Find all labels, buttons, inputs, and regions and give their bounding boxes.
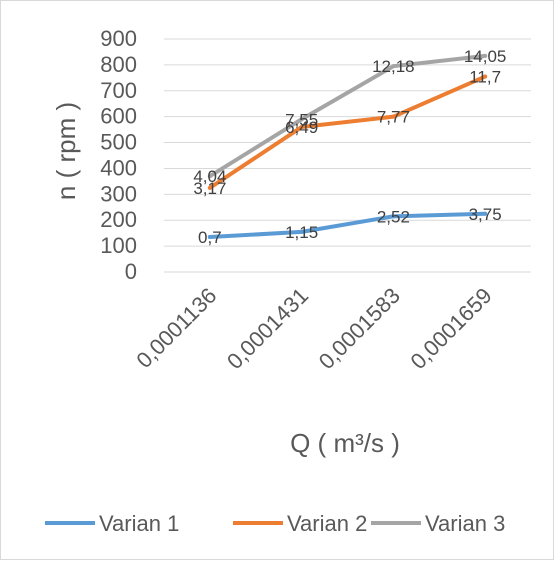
x-tick-label: 0,0001583 bbox=[314, 283, 405, 374]
x-tick-label: 0,0001431 bbox=[222, 283, 313, 374]
y-tick-label: 200 bbox=[100, 207, 137, 232]
y-axis-title: n ( rpm ) bbox=[51, 102, 81, 200]
data-label: 7,77 bbox=[377, 108, 410, 127]
series-line-3 bbox=[207, 53, 488, 179]
y-tick-label: 400 bbox=[100, 155, 137, 180]
data-label: 2,52 bbox=[377, 207, 410, 226]
y-tick-label: 100 bbox=[100, 233, 137, 258]
data-point bbox=[207, 235, 212, 240]
data-point bbox=[391, 214, 396, 219]
series-lines bbox=[207, 53, 488, 240]
data-point bbox=[483, 211, 488, 216]
data-point bbox=[391, 114, 396, 119]
y-tick-label: 700 bbox=[100, 78, 137, 103]
y-tick-label: 300 bbox=[100, 181, 137, 206]
data-label: 3,75 bbox=[469, 205, 502, 224]
data-point bbox=[207, 174, 212, 179]
data-label: 14,05 bbox=[464, 47, 507, 66]
series-line-1 bbox=[207, 211, 488, 240]
x-axis-ticks: 0,0001136 0,0001431 0,0001583 0,0001659 bbox=[131, 283, 496, 374]
data-point bbox=[299, 229, 304, 234]
data-point bbox=[391, 64, 396, 69]
data-point bbox=[299, 117, 304, 122]
data-point bbox=[207, 185, 212, 190]
y-tick-label: 0 bbox=[125, 259, 137, 284]
data-labels: 0,7 1,15 2,52 3,75 3,17 6,49 7,77 11,7 4,04 7,55 1… bbox=[193, 47, 506, 247]
legend: Varian 1 Varian 2 Varian 3 bbox=[45, 511, 505, 536]
data-label: 7,55 bbox=[285, 110, 318, 129]
y-tick-label: 500 bbox=[100, 130, 137, 155]
data-label: 11,7 bbox=[469, 68, 501, 87]
data-point bbox=[483, 53, 488, 58]
gridlines bbox=[164, 38, 531, 273]
data-point bbox=[299, 125, 304, 130]
legend-label: Varian 1 bbox=[99, 511, 179, 536]
x-axis-title: Q ( m³/s ) bbox=[290, 428, 400, 458]
data-label: 0,7 bbox=[198, 228, 222, 247]
legend-label: Varian 2 bbox=[287, 511, 367, 536]
data-label: 1,15 bbox=[285, 223, 318, 242]
legend-label: Varian 3 bbox=[425, 511, 505, 536]
data-label: 6,49 bbox=[285, 118, 318, 137]
data-label: 4,04 bbox=[193, 167, 226, 186]
y-tick-label: 800 bbox=[100, 52, 137, 77]
y-tick-label: 600 bbox=[100, 104, 137, 129]
data-point bbox=[483, 74, 488, 79]
data-label: 12,18 bbox=[372, 57, 415, 76]
data-label: 3,17 bbox=[193, 179, 226, 198]
x-tick-label: 0,0001659 bbox=[405, 283, 496, 374]
series-line-2 bbox=[207, 74, 488, 190]
x-tick-label: 0,0001136 bbox=[131, 283, 221, 373]
y-tick-label: 900 bbox=[100, 26, 137, 51]
